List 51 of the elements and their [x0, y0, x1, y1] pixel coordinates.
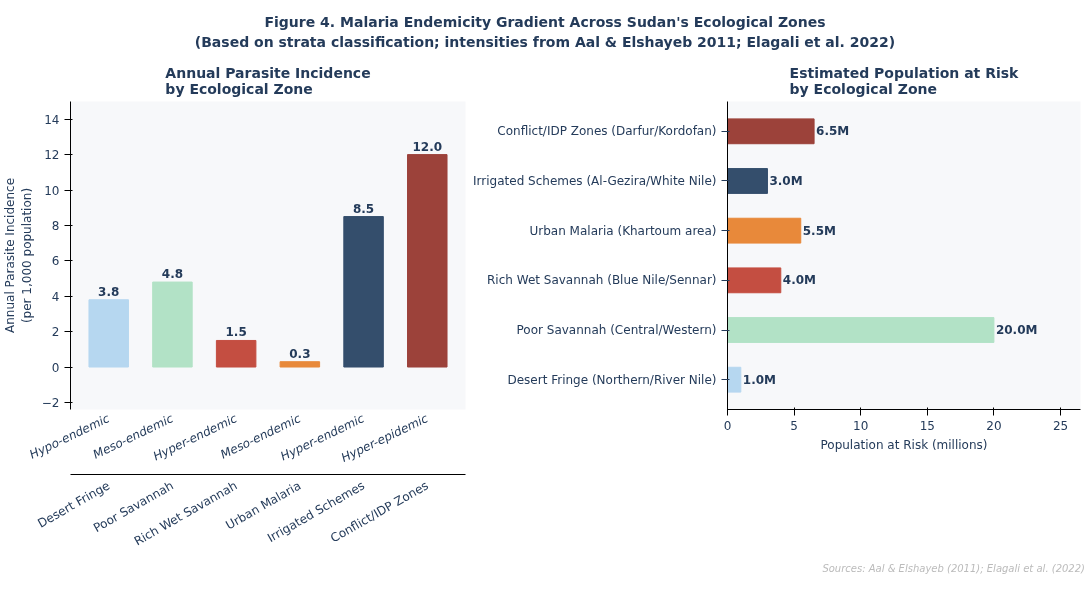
chart-title: Annual Parasite Incidence by Ecological Zone: [165, 64, 371, 97]
bar: [152, 281, 193, 368]
y-axis-title: Annual Parasite Incidence (per 1,000 population): [3, 177, 34, 334]
y-tick-label: Desert Fringe (Northern/River Nile): [507, 372, 717, 387]
bar: [407, 154, 448, 368]
x-tick-label: 25: [1052, 418, 1069, 433]
y-tick-label: −2: [41, 395, 60, 410]
x-tick-label: 5: [790, 418, 798, 433]
data-label: 4.0M: [782, 273, 816, 288]
bar: [88, 299, 129, 368]
data-label: 3.8: [98, 284, 120, 299]
data-label: 3.0M: [769, 173, 803, 188]
data-label: 12.0: [412, 139, 443, 154]
data-label: 4.8: [161, 267, 184, 282]
y-tick-label: 0: [51, 360, 60, 375]
y-tick-label: Irrigated Schemes (Al-Gezira/White Nile): [473, 173, 717, 188]
y-tick-label: 8: [51, 218, 60, 233]
bar: [727, 118, 815, 145]
bar: [727, 317, 995, 343]
source-note: Sources: Aal & Elshayeb (2011); Elagali et al. (2022): [822, 562, 1085, 576]
x-tick-label: 20: [986, 418, 1002, 433]
chart-title: Estimated Population at Risk by Ecological Zone: [789, 64, 1020, 97]
y-tick-label: 12: [44, 148, 60, 163]
bar: [215, 339, 257, 368]
data-label: 1.5: [225, 325, 247, 340]
y-tick-label: Poor Savannah (Central/Western): [516, 323, 717, 338]
bar: [727, 217, 802, 244]
y-tick-label: 4: [51, 289, 60, 304]
data-label: 5.5M: [802, 223, 836, 238]
y-tick-label: 2: [51, 325, 60, 340]
y-tick-label: Conflict/IDP Zones (Darfur/Kordofan): [497, 124, 717, 139]
data-label: 1.0M: [742, 372, 777, 387]
caption: Figure 4. Malaria Endemicity Gradient Across Sudan's Ecological Zones (Based on strata classification; intensities from Aal & Elshayeb 2011; Elagali et al. 2022): [194, 13, 896, 52]
bar: [279, 361, 321, 368]
x-tick-label: 10: [853, 418, 869, 433]
data-label: 20.0M: [995, 323, 1038, 338]
y-tick-label: 6: [51, 254, 60, 269]
y-tick-label: 10: [44, 183, 60, 198]
bar: [727, 267, 782, 294]
x-tick-label: 15: [919, 418, 935, 433]
data-label: 0.3: [289, 346, 311, 361]
y-tick-label: 14: [44, 112, 60, 127]
y-tick-label: Urban Malaria (Khartoum area): [529, 223, 717, 238]
y-tick-label: Rich Wet Savannah (Blue Nile/Sennar): [487, 273, 717, 288]
bar: [343, 216, 384, 368]
data-label: 8.5: [352, 201, 375, 216]
bar: [727, 366, 742, 393]
x-axis-title: Population at Risk (millions): [820, 437, 988, 452]
bar: [727, 168, 768, 194]
x-tick-label: 0: [723, 418, 732, 433]
data-label: 6.5M: [816, 124, 850, 139]
